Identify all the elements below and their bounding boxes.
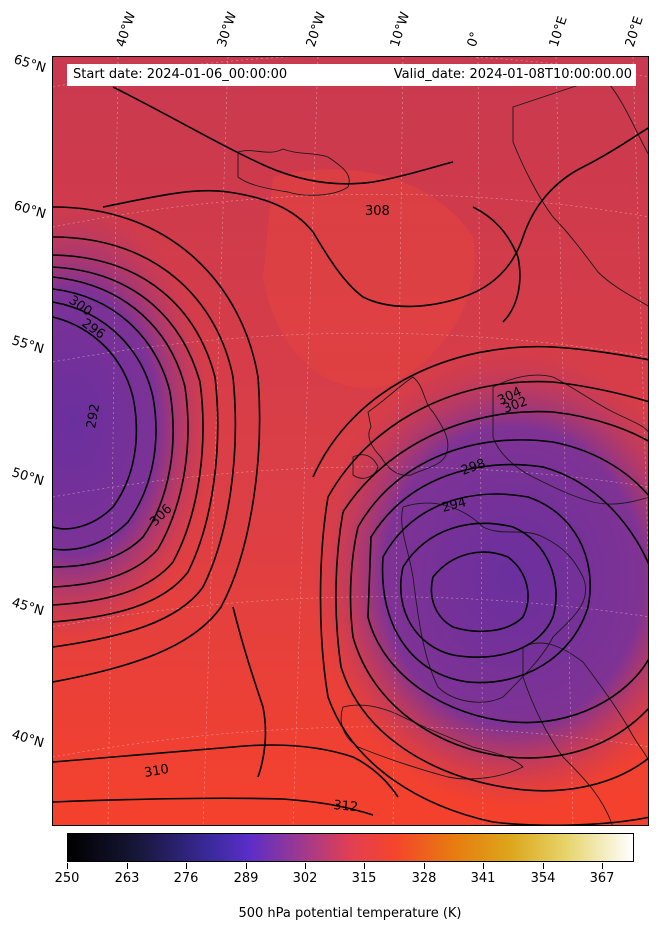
- lat-label-45n: 45°N: [9, 595, 46, 620]
- contour-308-north: [102, 127, 648, 308]
- colorbar-tick: [543, 863, 544, 869]
- lon-label-10e: 10°E: [546, 14, 571, 50]
- colorbar-tick: [127, 863, 128, 869]
- iceland-coast: [237, 148, 350, 196]
- contour-298-west: [53, 276, 189, 588]
- contour-310: [53, 744, 399, 798]
- contour-label-294: 294: [440, 495, 468, 516]
- colorbar-tick: [67, 863, 68, 869]
- contour-296-west: [53, 288, 174, 568]
- contour-292-west: [53, 316, 138, 530]
- contour-label-308: 308: [365, 204, 390, 219]
- warm-ridge-area: [263, 169, 475, 389]
- lon-label-40w: 40°W: [113, 10, 140, 49]
- contour-294-east: [400, 522, 557, 658]
- lon-label-10w: 10°W: [387, 10, 414, 49]
- valid-date-label: Valid_date: 2024-01-08T10:00:00.00: [327, 64, 636, 86]
- contour-304-west: [53, 236, 237, 648]
- contour-label-310: 310: [143, 762, 170, 781]
- colorbar: [67, 833, 634, 862]
- colorbar-tick: [602, 863, 603, 869]
- lat-label-60n: 60°N: [11, 198, 48, 223]
- lon-label-20e: 20°E: [622, 14, 647, 50]
- contour-292-east: [430, 551, 529, 633]
- lon-label-0: 0°: [464, 30, 484, 49]
- contour-label-292: 292: [84, 403, 103, 430]
- lat-label-40n: 40°N: [9, 727, 46, 752]
- contour-label-312: 312: [333, 798, 359, 815]
- map-canvas: 292 294 296 298 300 302 304 306 308 310 …: [53, 57, 648, 825]
- map-panel[interactable]: 292 294 296 298 300 302 304 306 308 310 …: [52, 56, 649, 826]
- contour-298-east: [367, 463, 648, 724]
- ireland-coast: [352, 454, 379, 479]
- colorbar-tick: [364, 863, 365, 869]
- contour-312: [53, 797, 374, 816]
- colorbar-label: 289: [233, 871, 259, 886]
- contour-306-east: [312, 345, 648, 478]
- start-date-label: Start date: 2024-01-06_00:00:00: [67, 64, 333, 86]
- contour-300-west: [53, 266, 204, 606]
- colorbar-label: 341: [470, 871, 496, 886]
- colorbar-label: 367: [589, 871, 615, 886]
- colorbar-tick: [186, 863, 187, 869]
- colorbar-gradient: [68, 834, 633, 861]
- contour-302-east: [335, 410, 648, 792]
- contour-294-west: [53, 301, 157, 551]
- france-iberia-coast: [401, 502, 587, 703]
- lat-label-65n: 65°N: [11, 52, 48, 77]
- uk-coast: [367, 376, 449, 476]
- colorbar-label: 250: [54, 871, 80, 886]
- cold-low-east-area: [313, 347, 648, 807]
- lon-label-20w: 20°W: [303, 10, 330, 49]
- lat-label-50n: 50°N: [9, 465, 46, 490]
- contour-308-ridge: [472, 206, 521, 323]
- colorbar-label: 354: [530, 871, 556, 886]
- contour-304-east: [319, 380, 648, 825]
- colorbar-tick: [246, 863, 247, 869]
- contour-306-north: [112, 86, 454, 185]
- colorbar-label: 315: [351, 871, 377, 886]
- colorbar-label: 276: [173, 871, 199, 886]
- graticule: [53, 57, 648, 825]
- cold-low-west-area: [53, 202, 213, 642]
- denmark-germany-coast: [492, 374, 648, 505]
- contour-296-east: [381, 493, 591, 684]
- lon-label-30w: 30°W: [214, 10, 241, 49]
- contour-302-west: [53, 254, 219, 623]
- contour-308-south: [232, 606, 267, 778]
- colorbar-label: 302: [292, 871, 318, 886]
- colorbar-label: 263: [114, 871, 140, 886]
- colorbar-tick: [424, 863, 425, 869]
- lat-label-55n: 55°N: [9, 333, 46, 358]
- colorbar-tick: [483, 863, 484, 869]
- contour-306-west: [53, 206, 261, 683]
- isentropes: [53, 86, 648, 825]
- colorbar-title: 500 hPa potential temperature (K): [238, 906, 462, 921]
- colorbar-label: 328: [411, 871, 437, 886]
- north-africa-coast: [340, 704, 524, 780]
- italy-coast: [522, 642, 648, 825]
- colorbar-tick: [305, 863, 306, 869]
- contour-300-east: [349, 439, 648, 759]
